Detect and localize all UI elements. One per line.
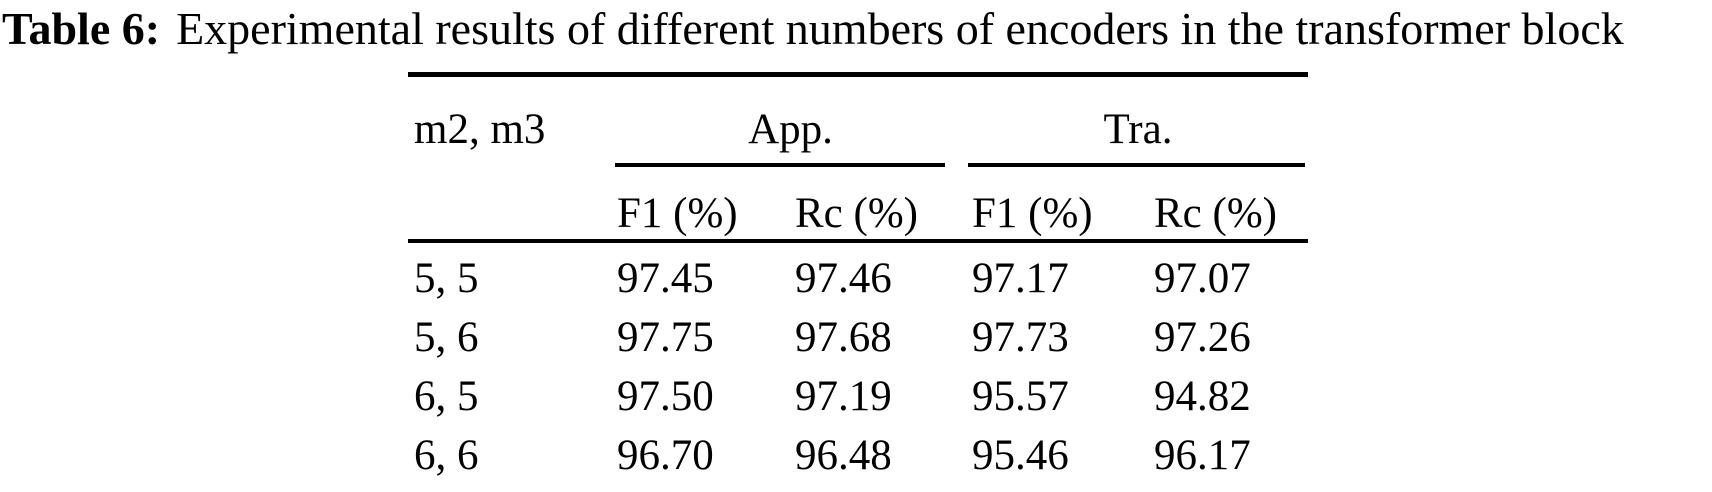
row-label: 6, 5 (414, 373, 479, 420)
cell-tra-f1: 97.73 (972, 314, 1069, 361)
table-caption-text: Experimental results of different number… (176, 3, 1624, 54)
cell-app-f1: 97.75 (617, 314, 714, 361)
cell-tra-rc: 97.26 (1154, 314, 1251, 361)
subheader-tra-rc: Rc (%) (1154, 190, 1277, 237)
cell-app-rc: 97.19 (795, 373, 892, 420)
cell-app-rc: 96.48 (795, 432, 892, 479)
cell-app-f1: 97.45 (617, 255, 714, 302)
table-caption: Table 6: Experimental results of differen… (2, 0, 1712, 58)
cell-tra-f1: 95.57 (972, 373, 1069, 420)
cell-app-f1: 97.50 (617, 373, 714, 420)
cell-tra-f1: 95.46 (972, 432, 1069, 479)
row-label: 6, 6 (414, 432, 479, 479)
row-label: 5, 6 (414, 314, 479, 361)
table-mid-rule (408, 239, 1308, 243)
column-group-tra: Tra. (1103, 106, 1173, 153)
bottom-spacer (408, 479, 1308, 492)
cell-tra-rc: 97.07 (1154, 255, 1251, 302)
cell-app-rc: 97.68 (795, 314, 892, 361)
cell-app-f1: 96.70 (617, 432, 714, 479)
cell-tra-rc: 94.82 (1154, 373, 1251, 420)
subheader-empty (408, 167, 613, 239)
cmidrule-app (613, 163, 968, 167)
cell-app-rc: 97.46 (795, 255, 892, 302)
subheader-tra-f1: F1 (%) (972, 190, 1093, 237)
table-top-rule (408, 72, 1308, 77)
column-group-app: App. (748, 106, 833, 153)
column-header-row-axis: m2, m3 (414, 106, 546, 153)
cmidrule-tra (968, 163, 1308, 167)
subheader-app-f1: F1 (%) (617, 190, 738, 237)
table-caption-label: Table 6: (2, 3, 161, 54)
cell-tra-f1: 97.17 (972, 255, 1069, 302)
subheader-app-rc: Rc (%) (795, 190, 918, 237)
results-table: m2, m3 App. Tra. F1 (%) Rc (%) F1 (%) Rc… (408, 72, 1308, 492)
row-label: 5, 5 (414, 255, 479, 302)
cmidrule-tra-bar (968, 163, 1305, 167)
cell-tra-rc: 96.17 (1154, 432, 1251, 479)
cmidrule-app-bar (615, 163, 945, 167)
